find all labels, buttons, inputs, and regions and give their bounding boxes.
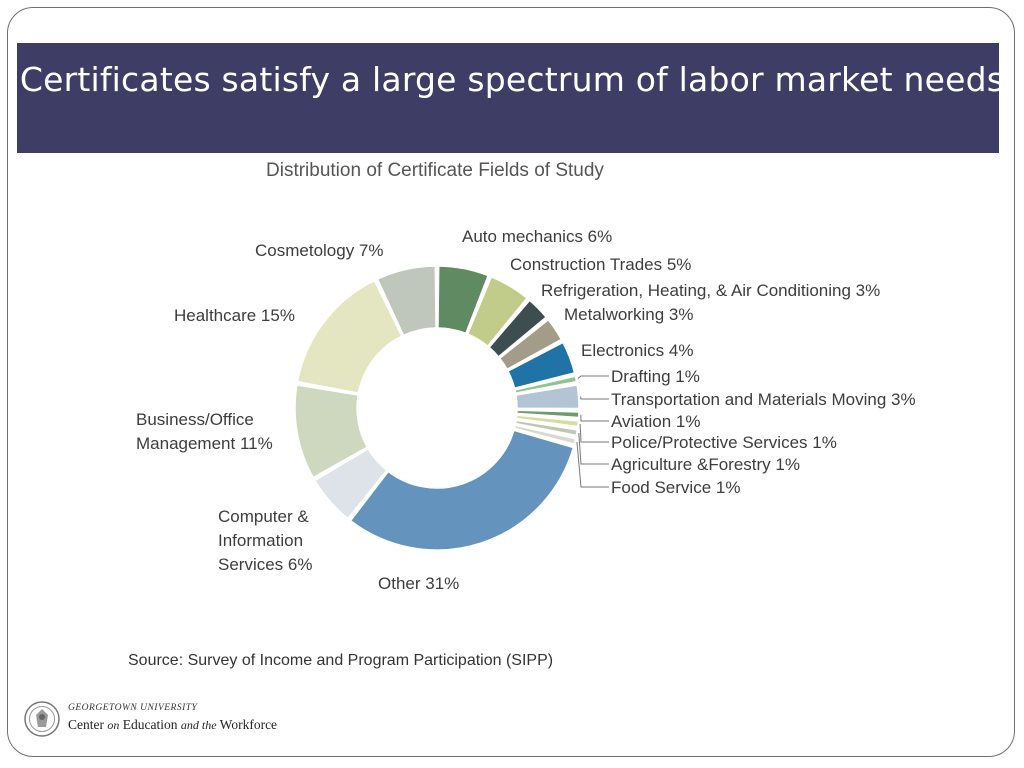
university-logo: GEORGETOWN UNIVERSITY Center on Educatio… [24,697,304,743]
leader-lines [576,375,609,488]
slice-label: Healthcare 15% [174,306,295,325]
leader-line [577,375,609,379]
leader-line [580,396,609,400]
donut-slice [498,318,563,371]
donut-slice [514,419,579,437]
slice-label: Transportation and Materials Moving 3% [611,390,916,409]
donut-slice [349,429,575,551]
title-bar [17,43,999,153]
slice-label: Auto mechanics 6% [462,227,612,246]
donut-slice [466,275,529,348]
slice-label: Business/Office Management 11% [136,410,273,453]
slices-group [294,265,580,551]
source-note: Source: Survey of Income and Program Par… [128,652,554,669]
slice-label: Other 31% [378,574,459,593]
donut-slice [296,279,403,395]
donut-slice [437,265,490,335]
leader-line [576,441,609,488]
slice-label: Construction Trades 5% [510,255,691,274]
leader-line [580,414,609,422]
donut-slice [514,375,578,395]
logo-university-name: GEORGETOWN UNIVERSITY [68,703,198,713]
slice-label: Metalworking 3% [564,305,693,324]
donut-slice [294,384,369,479]
donut-slice [313,447,388,520]
slide-title: Certificates satisfy a large spectrum of… [19,60,1005,99]
donut-slice [488,299,548,358]
leader-line [578,432,609,465]
slice-label: Police/Protective Services 1% [611,433,837,452]
donut-slice [513,424,577,446]
slice-label: Electronics 4% [581,341,693,360]
logo-center-name: Center on Education and the Workforce [68,717,278,732]
chart-title: Distribution of Certificate Fields of St… [266,160,604,181]
donut-slice [506,341,576,390]
slice-label: Agriculture &Forestry 1% [611,455,800,474]
donut-slice [516,409,580,419]
labels-group: Auto mechanics 6% Construction Trades 5% R… [136,227,916,593]
donut-slice [376,265,437,337]
slice-label: Computer & Information Services 6% [218,507,312,574]
donut-slice [515,384,580,410]
leader-line [579,423,609,443]
university-seal-icon [24,701,60,737]
slice-label: Refrigeration, Heating, & Air Conditioni… [541,281,880,300]
slice-label: Aviation 1% [611,412,700,431]
slice-label: Food Service 1% [611,478,740,497]
slice-label: Cosmetology 7% [255,241,384,260]
donut-slice [515,414,580,428]
slice-label: Drafting 1% [611,367,700,386]
